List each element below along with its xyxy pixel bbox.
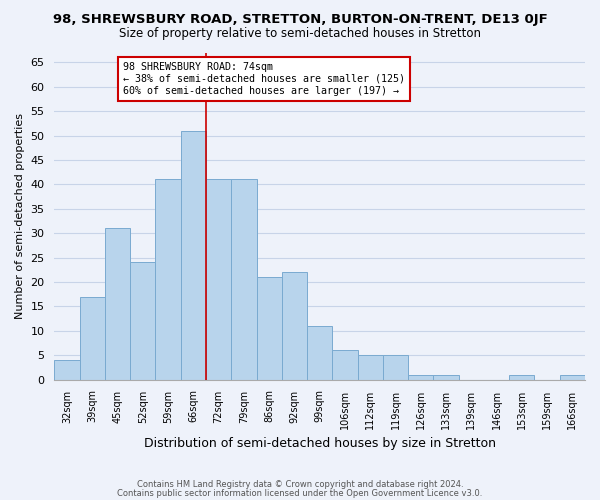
Text: 98, SHREWSBURY ROAD, STRETTON, BURTON-ON-TRENT, DE13 0JF: 98, SHREWSBURY ROAD, STRETTON, BURTON-ON…: [53, 12, 547, 26]
Bar: [80, 296, 105, 380]
Bar: [181, 130, 206, 380]
Bar: [130, 262, 155, 380]
Bar: [408, 375, 433, 380]
Text: Contains HM Land Registry data © Crown copyright and database right 2024.: Contains HM Land Registry data © Crown c…: [137, 480, 463, 489]
Bar: [560, 375, 585, 380]
Bar: [282, 272, 307, 380]
Y-axis label: Number of semi-detached properties: Number of semi-detached properties: [15, 113, 25, 319]
Bar: [105, 228, 130, 380]
Text: Contains public sector information licensed under the Open Government Licence v3: Contains public sector information licen…: [118, 488, 482, 498]
Bar: [307, 326, 332, 380]
Text: Size of property relative to semi-detached houses in Stretton: Size of property relative to semi-detach…: [119, 28, 481, 40]
Bar: [332, 350, 358, 380]
Bar: [206, 180, 231, 380]
Bar: [509, 375, 535, 380]
Bar: [231, 180, 257, 380]
X-axis label: Distribution of semi-detached houses by size in Stretton: Distribution of semi-detached houses by …: [144, 437, 496, 450]
Text: 98 SHREWSBURY ROAD: 74sqm
← 38% of semi-detached houses are smaller (125)
60% of: 98 SHREWSBURY ROAD: 74sqm ← 38% of semi-…: [124, 62, 406, 96]
Bar: [155, 180, 181, 380]
Bar: [55, 360, 80, 380]
Bar: [257, 277, 282, 380]
Bar: [383, 356, 408, 380]
Bar: [433, 375, 458, 380]
Bar: [358, 356, 383, 380]
